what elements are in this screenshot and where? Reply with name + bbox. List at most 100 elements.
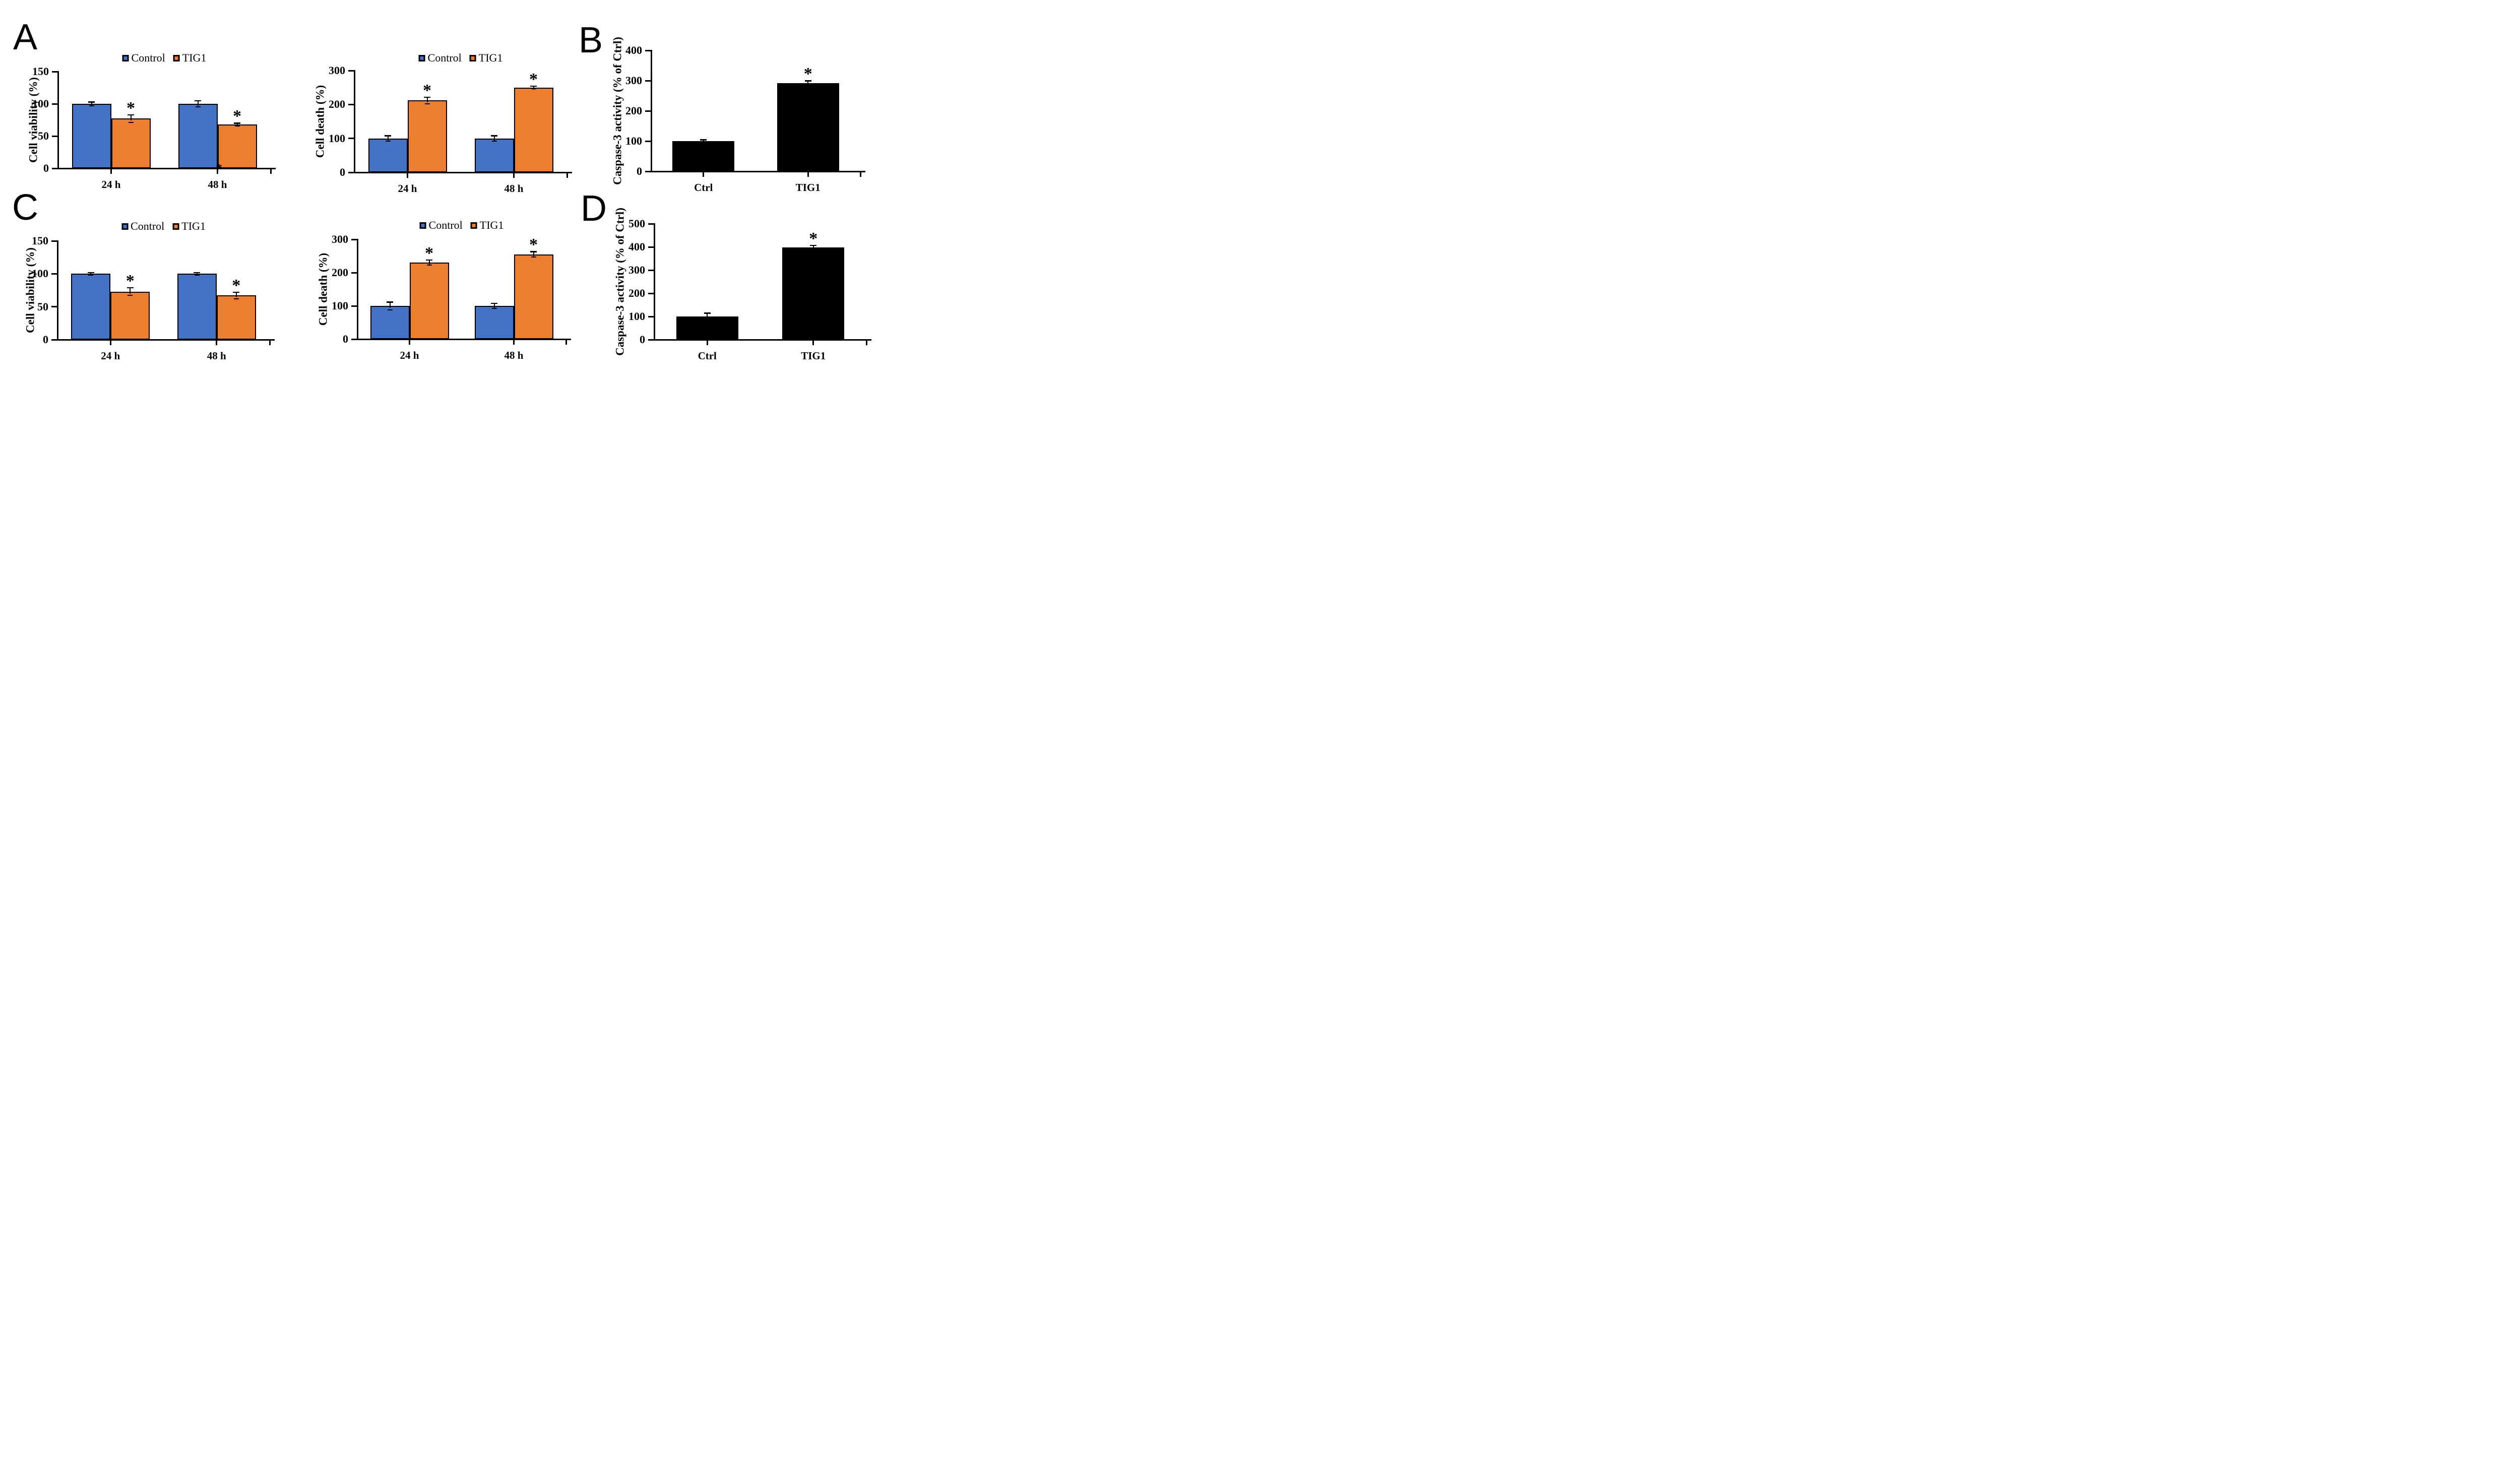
x-tick xyxy=(217,169,218,174)
bar-caspase-3-activity-tig1 xyxy=(782,247,845,340)
significance-asterisk: * xyxy=(233,107,241,126)
bar-caspase-3-activity-ctrl xyxy=(676,316,738,340)
x-axis-end-tick xyxy=(269,340,271,345)
x-axis-end-tick xyxy=(270,169,272,174)
error-bar-cap-bottom xyxy=(234,125,240,126)
y-axis-title: Caspase-3 activity (% of Ctrl) xyxy=(613,208,626,356)
category-label-24-h: 24 h xyxy=(398,182,417,195)
y-tick xyxy=(52,135,58,137)
y-tick-label: 150 xyxy=(32,234,48,247)
x-axis xyxy=(653,339,871,341)
significance-asterisk: * xyxy=(529,70,538,89)
legend-marker-tig1 xyxy=(173,54,180,61)
error-bar-cap-top xyxy=(233,291,240,293)
bar-control-48-h xyxy=(474,138,514,172)
bar-tig1-24-h xyxy=(409,263,449,339)
error-bar-cap-bottom xyxy=(531,256,536,258)
y-tick-label: 200 xyxy=(329,98,345,111)
error-bar-cap-top xyxy=(530,251,537,252)
significance-asterisk: * xyxy=(232,276,241,295)
significance-asterisk: * xyxy=(529,235,538,254)
chart-cell-death-panel-a: 0 100 200 300 24 h 48 h * * Control TIG1 Cell deat… xyxy=(0,0,879,369)
legend-entry-control: Control xyxy=(122,52,165,63)
x-tick xyxy=(409,340,410,345)
significance-asterisk: * xyxy=(425,243,433,263)
category-label-24-h: 24 h xyxy=(400,349,419,361)
y-tick xyxy=(51,339,57,341)
legend-label-control: Control xyxy=(131,51,165,64)
legend-label-tig1: TIG1 xyxy=(479,219,504,231)
chart-legend: Control TIG1 xyxy=(122,51,207,64)
y-tick xyxy=(51,306,57,308)
error-bar-cap-top xyxy=(424,96,430,98)
y-tick xyxy=(351,238,357,240)
error-bar-cap-bottom xyxy=(128,122,134,123)
error-bar-whisker xyxy=(387,136,389,141)
y-tick-label: 500 xyxy=(628,217,645,230)
legend-marker-tig1 xyxy=(172,223,179,230)
legend-label-control: Control xyxy=(428,219,463,231)
error-bar-cap-top xyxy=(530,85,537,87)
chart-cell-death-panel-c: 0 100 200 300 24 h 48 h * * Control TIG1 Cell deat… xyxy=(0,0,879,369)
y-tick-label: 300 xyxy=(329,64,345,77)
y-tick xyxy=(52,167,58,169)
x-tick xyxy=(807,172,809,177)
y-tick xyxy=(51,240,57,242)
y-tick-label: 400 xyxy=(625,44,642,56)
error-bar-cap-top xyxy=(127,287,134,289)
error-bar-cap-bottom xyxy=(233,298,239,299)
y-tick xyxy=(648,223,654,225)
y-tick-label: 300 xyxy=(628,264,645,276)
error-bar-cap-top xyxy=(426,259,432,261)
error-bar-cap-top xyxy=(491,135,497,137)
error-bar-cap-bottom xyxy=(88,274,94,276)
y-tick-label: 0 xyxy=(637,165,642,177)
panel-label-c: C xyxy=(12,187,38,228)
y-tick-label: 300 xyxy=(332,233,348,245)
y-axis-title: Cell death (%) xyxy=(317,252,330,326)
chart-legend: Control TIG1 xyxy=(419,219,504,231)
y-tick xyxy=(648,269,654,271)
y-tick-label: 100 xyxy=(32,97,49,110)
y-tick-label: 100 xyxy=(625,135,642,147)
significance-asterisk: * xyxy=(423,81,431,100)
legend-marker-tig1 xyxy=(470,222,477,229)
y-axis xyxy=(57,71,59,169)
bar-tig1-48-h xyxy=(216,295,256,340)
y-tick xyxy=(348,103,354,105)
y-tick-label: 0 xyxy=(343,333,348,345)
legend-label-tig1: TIG1 xyxy=(181,220,206,232)
y-axis-title: Cell viability (%) xyxy=(24,247,37,333)
category-label-48-h: 48 h xyxy=(504,182,524,195)
y-tick xyxy=(52,71,58,73)
legend-entry-control: Control xyxy=(121,221,164,232)
legend-label-tig1: TIG1 xyxy=(182,51,207,64)
chart-cell-viability-panel-c: 0 50 100 150 24 h 48 h * * Control TIG1 Cell viabi… xyxy=(0,0,879,369)
error-bar-whisker xyxy=(428,260,430,265)
category-label-48-h: 48 h xyxy=(207,350,226,362)
bar-tig1-24-h xyxy=(407,100,447,172)
error-bar-cap-bottom xyxy=(424,103,430,104)
y-tick-label: 200 xyxy=(625,104,642,117)
error-bar-whisker xyxy=(493,303,495,308)
x-axis xyxy=(353,171,572,173)
error-bar-whisker xyxy=(533,86,534,90)
legend-label-control: Control xyxy=(427,51,462,64)
y-tick xyxy=(648,339,654,341)
error-bar-whisker xyxy=(91,102,92,106)
bar-control-48-h xyxy=(474,306,514,339)
significance-asterisk: * xyxy=(803,65,812,83)
y-tick-label: 100 xyxy=(332,299,348,312)
y-tick-label: 0 xyxy=(340,166,345,178)
x-axis-end-tick xyxy=(566,173,568,178)
error-bar-whisker xyxy=(426,97,428,103)
y-tick xyxy=(351,338,357,340)
error-bar-whisker xyxy=(493,136,495,141)
y-tick-label: 100 xyxy=(329,132,345,145)
x-tick xyxy=(812,340,814,345)
x-tick xyxy=(216,340,218,345)
panel-label-d: D xyxy=(581,188,607,229)
y-tick-label: 200 xyxy=(332,266,348,279)
error-bar-cap-top xyxy=(87,272,94,274)
legend-entry-tig1: TIG1 xyxy=(469,52,502,63)
